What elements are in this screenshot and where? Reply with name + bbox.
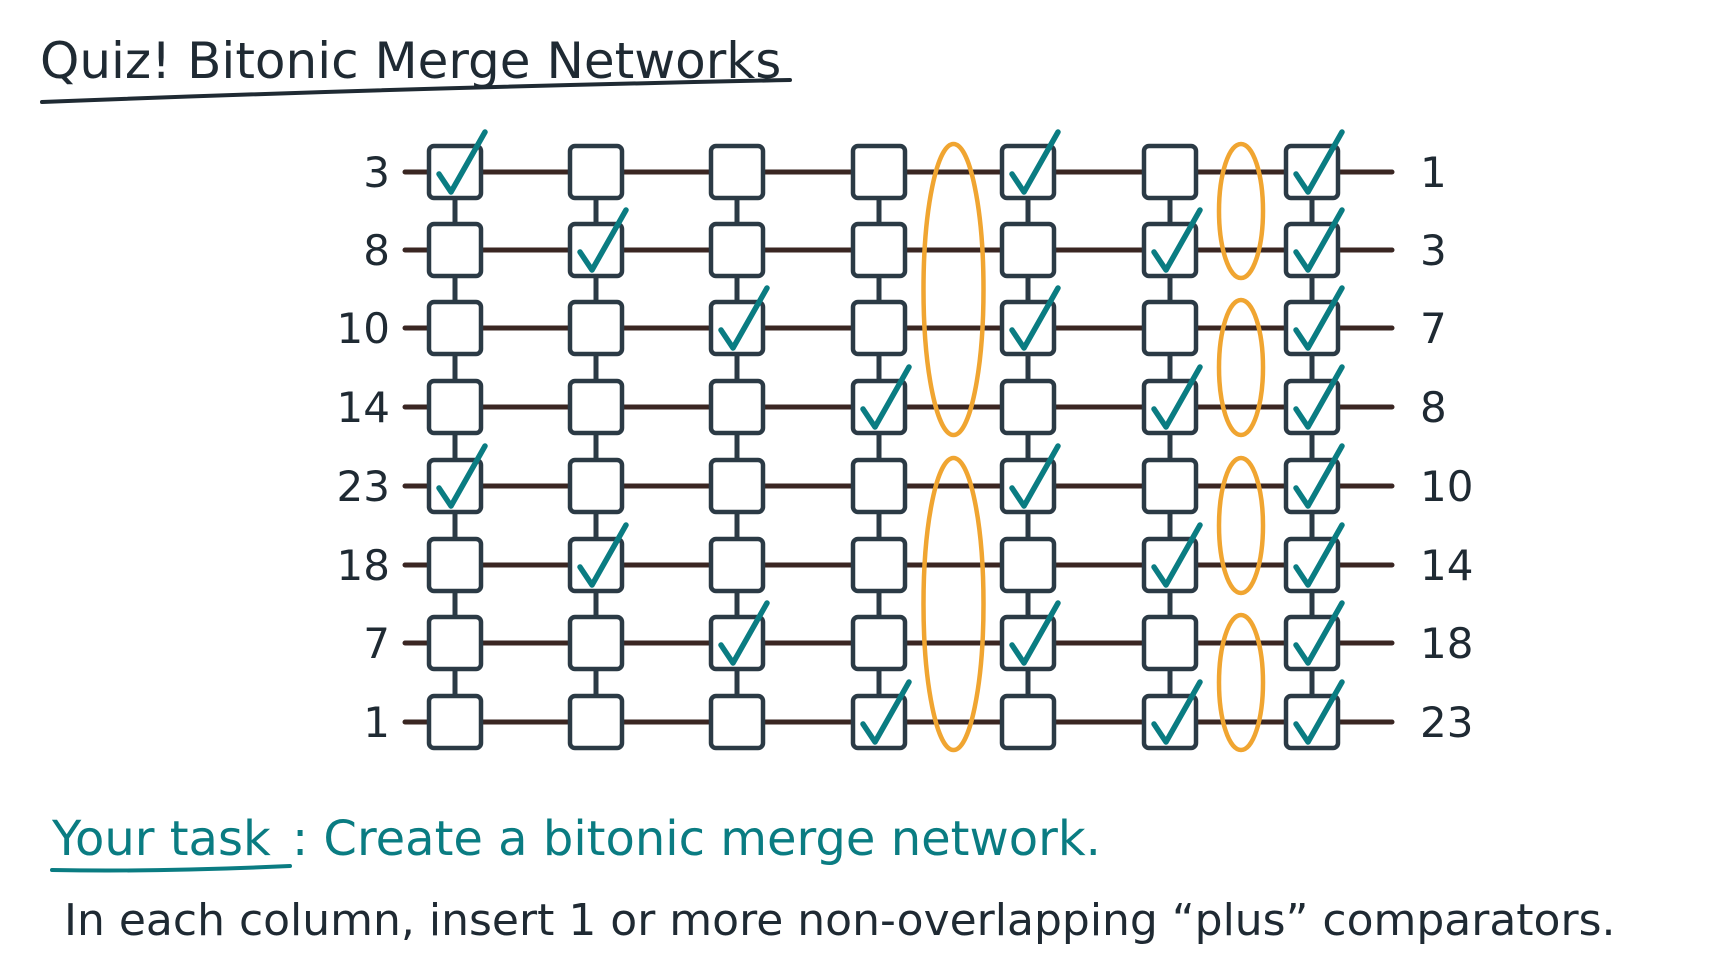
comparator-box (850, 614, 908, 672)
comparator-box (426, 221, 484, 279)
comparator-box (1141, 299, 1199, 357)
comparator-box (850, 221, 908, 279)
checkmark-icon (1151, 364, 1203, 430)
checkmark-icon (1009, 600, 1061, 666)
comparator-boxes-layer (426, 143, 1341, 751)
input-value: 23 (337, 462, 390, 511)
loop-annotation (1216, 141, 1266, 281)
loop-annotation (1216, 455, 1266, 596)
loop-annotation (921, 141, 986, 438)
comparator-box (567, 614, 625, 672)
comparator-box (567, 378, 625, 436)
input-value: 1 (363, 698, 390, 747)
input-value: 3 (363, 148, 390, 197)
checkmark-icon (1293, 600, 1345, 666)
checkmark-icon (1293, 522, 1345, 588)
quiz-title: Quiz! Bitonic Merge Networks (40, 32, 781, 90)
input-value: 8 (363, 226, 390, 275)
title-underline (40, 78, 792, 104)
comparator-box (850, 457, 908, 515)
comparator-box (708, 221, 766, 279)
loop-annotation (921, 455, 986, 753)
comparator-box (708, 143, 766, 201)
output-value: 18 (1420, 619, 1473, 668)
checkmark-icon (718, 285, 770, 351)
input-value: 18 (337, 541, 390, 590)
checkmark-icon (436, 129, 488, 195)
value-labels-layer: 3 8 10 14 23 18 7 1 1 3 7 8 10 14 18 23 (337, 148, 1474, 747)
comparator-box (567, 457, 625, 515)
comparator-box (1141, 143, 1199, 201)
input-value: 10 (337, 304, 390, 353)
checkmark-icon (1293, 207, 1345, 273)
comparator-box (567, 693, 625, 751)
connectors-layer (452, 198, 1315, 696)
loop-annotations-layer (921, 141, 1266, 753)
checkmark-icon (1151, 522, 1203, 588)
comparator-box (426, 299, 484, 357)
loop-annotation (1216, 612, 1266, 753)
output-value: 3 (1420, 226, 1447, 275)
comparator-box (999, 693, 1057, 751)
comparator-box (426, 378, 484, 436)
comparator-box (708, 378, 766, 436)
task-text: : Create a bitonic merge network. (292, 811, 1101, 867)
comparator-box (1141, 614, 1199, 672)
checkmark-icon (1009, 129, 1061, 195)
input-value: 7 (363, 619, 390, 668)
checkmark-icon (1009, 285, 1061, 351)
output-value: 1 (1420, 148, 1447, 197)
output-value: 8 (1420, 383, 1447, 432)
checkmark-icon (1151, 679, 1203, 745)
checkmark-icon (1293, 129, 1345, 195)
comparator-box (708, 457, 766, 515)
output-value: 14 (1420, 541, 1473, 590)
instruction-text: In each column, insert 1 or more non-ove… (64, 895, 1615, 946)
comparator-box (850, 536, 908, 594)
checkmark-icon (436, 443, 488, 509)
comparator-box (999, 221, 1057, 279)
task-underline (50, 864, 292, 873)
comparator-box (708, 693, 766, 751)
checkmark-icon (1293, 285, 1345, 351)
checkmark-icon (718, 600, 770, 666)
comparator-box (426, 693, 484, 751)
checkmark-icon (1293, 443, 1345, 509)
comparator-box (850, 299, 908, 357)
output-value: 10 (1420, 462, 1473, 511)
checkmark-icon (860, 364, 912, 430)
checkmark-icon (577, 207, 629, 273)
checkmark-icon (1151, 207, 1203, 273)
checkmark-icon (1293, 364, 1345, 430)
comparator-box (567, 299, 625, 357)
loop-annotation (1216, 297, 1266, 438)
comparator-box (999, 378, 1057, 436)
comparator-box (567, 143, 625, 201)
comparator-box (1141, 457, 1199, 515)
output-value: 23 (1420, 698, 1473, 747)
checkmark-icon (1293, 679, 1345, 745)
comparator-box (426, 536, 484, 594)
comparator-box (426, 614, 484, 672)
comparator-box (708, 536, 766, 594)
comparator-box (850, 143, 908, 201)
checkmark-icon (577, 522, 629, 588)
checkmark-icon (1009, 443, 1061, 509)
input-value: 14 (337, 383, 390, 432)
comparator-box (999, 536, 1057, 594)
task-label: Your task (51, 811, 271, 867)
checkmarks-layer (436, 129, 1345, 745)
output-value: 7 (1420, 304, 1447, 353)
checkmark-icon (860, 679, 912, 745)
